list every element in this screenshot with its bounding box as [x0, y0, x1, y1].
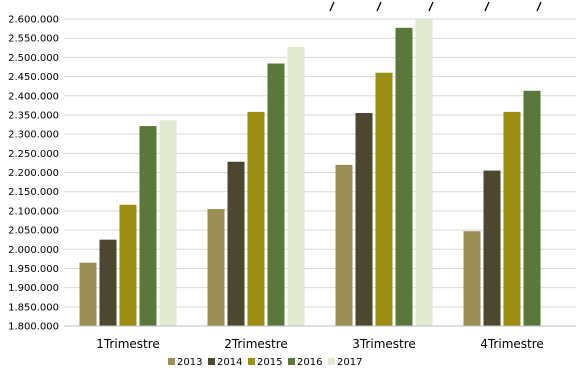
- y-tick-label: 2.500.000: [8, 53, 59, 64]
- legend-item-2015: 2015: [248, 357, 282, 368]
- bar-2016-4Trimestre: [523, 90, 541, 326]
- legend-item-2017: 2017: [328, 357, 362, 368]
- bar-2014-4Trimestre: [483, 170, 501, 326]
- y-tick-label: 2.400.000: [8, 91, 59, 102]
- x-tick-label: 1Trimestre: [96, 337, 160, 351]
- bar-2015-4Trimestre: [503, 111, 521, 327]
- x-tick-labels: 1Trimestre 2Trimestre 3Trimestre 4Trimestre: [96, 337, 544, 351]
- bar-2014-3Trimestre: [355, 113, 373, 326]
- decorative-header-strokes: [329, 1, 542, 12]
- y-tick-label: 1.900.000: [8, 283, 59, 294]
- y-tick-label: 2.550.000: [8, 34, 59, 45]
- bar-2014-2Trimestre: [227, 161, 245, 326]
- header-stroke-fragment: [428, 1, 434, 12]
- bars: [79, 19, 541, 327]
- legend-swatch: [168, 358, 175, 365]
- bar-2016-3Trimestre: [395, 27, 413, 326]
- legend-swatch: [288, 358, 295, 365]
- x-tick-label: 4Trimestre: [480, 337, 544, 351]
- y-tick-label: 2.100.000: [8, 206, 59, 217]
- y-tick-label: 2.300.000: [8, 130, 59, 141]
- legend-label: 2013: [177, 357, 202, 368]
- y-tick-label: 2.050.000: [8, 226, 59, 237]
- y-tick-label: 1.950.000: [8, 264, 59, 275]
- legend: 2013 2014 2015 2016 2017: [168, 357, 362, 368]
- header-stroke-fragment: [329, 1, 335, 12]
- bar-2013-3Trimestre: [335, 164, 353, 326]
- y-tick-label: 2.200.000: [8, 168, 59, 179]
- bar-2013-1Trimestre: [79, 262, 97, 326]
- x-tick-label: 3Trimestre: [352, 337, 416, 351]
- legend-label: 2015: [257, 357, 282, 368]
- bar-2017-1Trimestre: [159, 120, 177, 326]
- legend-label: 2017: [337, 357, 362, 368]
- legend-item-2013: 2013: [168, 357, 202, 368]
- y-tick-label: 2.150.000: [8, 187, 59, 198]
- legend-label: 2014: [217, 357, 242, 368]
- bar-2015-3Trimestre: [375, 72, 393, 326]
- y-tick-label: 2.600.000: [8, 15, 59, 26]
- y-tick-labels: 1.800.000 1.850.000 1.900.000 1.950.000 2.00…: [8, 15, 59, 333]
- header-stroke-fragment: [376, 1, 382, 12]
- header-stroke-fragment: [484, 1, 490, 12]
- legend-label: 2016: [297, 357, 322, 368]
- bar-2013-2Trimestre: [207, 208, 225, 326]
- bar-2015-1Trimestre: [119, 204, 137, 326]
- legend-item-2014: 2014: [208, 357, 242, 368]
- bar-2017-2Trimestre: [287, 47, 305, 327]
- header-stroke-fragment: [536, 1, 542, 12]
- legend-swatch: [328, 358, 335, 365]
- y-tick-label: 2.450.000: [8, 72, 59, 83]
- bar-2014-1Trimestre: [99, 239, 117, 326]
- legend-swatch: [208, 358, 215, 365]
- bar-2015-2Trimestre: [247, 111, 265, 327]
- legend-swatch: [248, 358, 255, 365]
- y-tick-label: 2.350.000: [8, 110, 59, 121]
- y-tick-label: 2.000.000: [8, 245, 59, 256]
- x-tick-label: 2Trimestre: [224, 337, 288, 351]
- bar-2016-1Trimestre: [139, 126, 157, 326]
- bar-2017-3Trimestre: [415, 19, 433, 326]
- y-tick-label: 1.850.000: [8, 302, 59, 313]
- y-tick-label: 2.250.000: [8, 149, 59, 160]
- y-tick-label: 1.800.000: [8, 322, 59, 333]
- bar-2016-2Trimestre: [267, 63, 285, 326]
- legend-item-2016: 2016: [288, 357, 322, 368]
- bar-2013-4Trimestre: [463, 231, 481, 326]
